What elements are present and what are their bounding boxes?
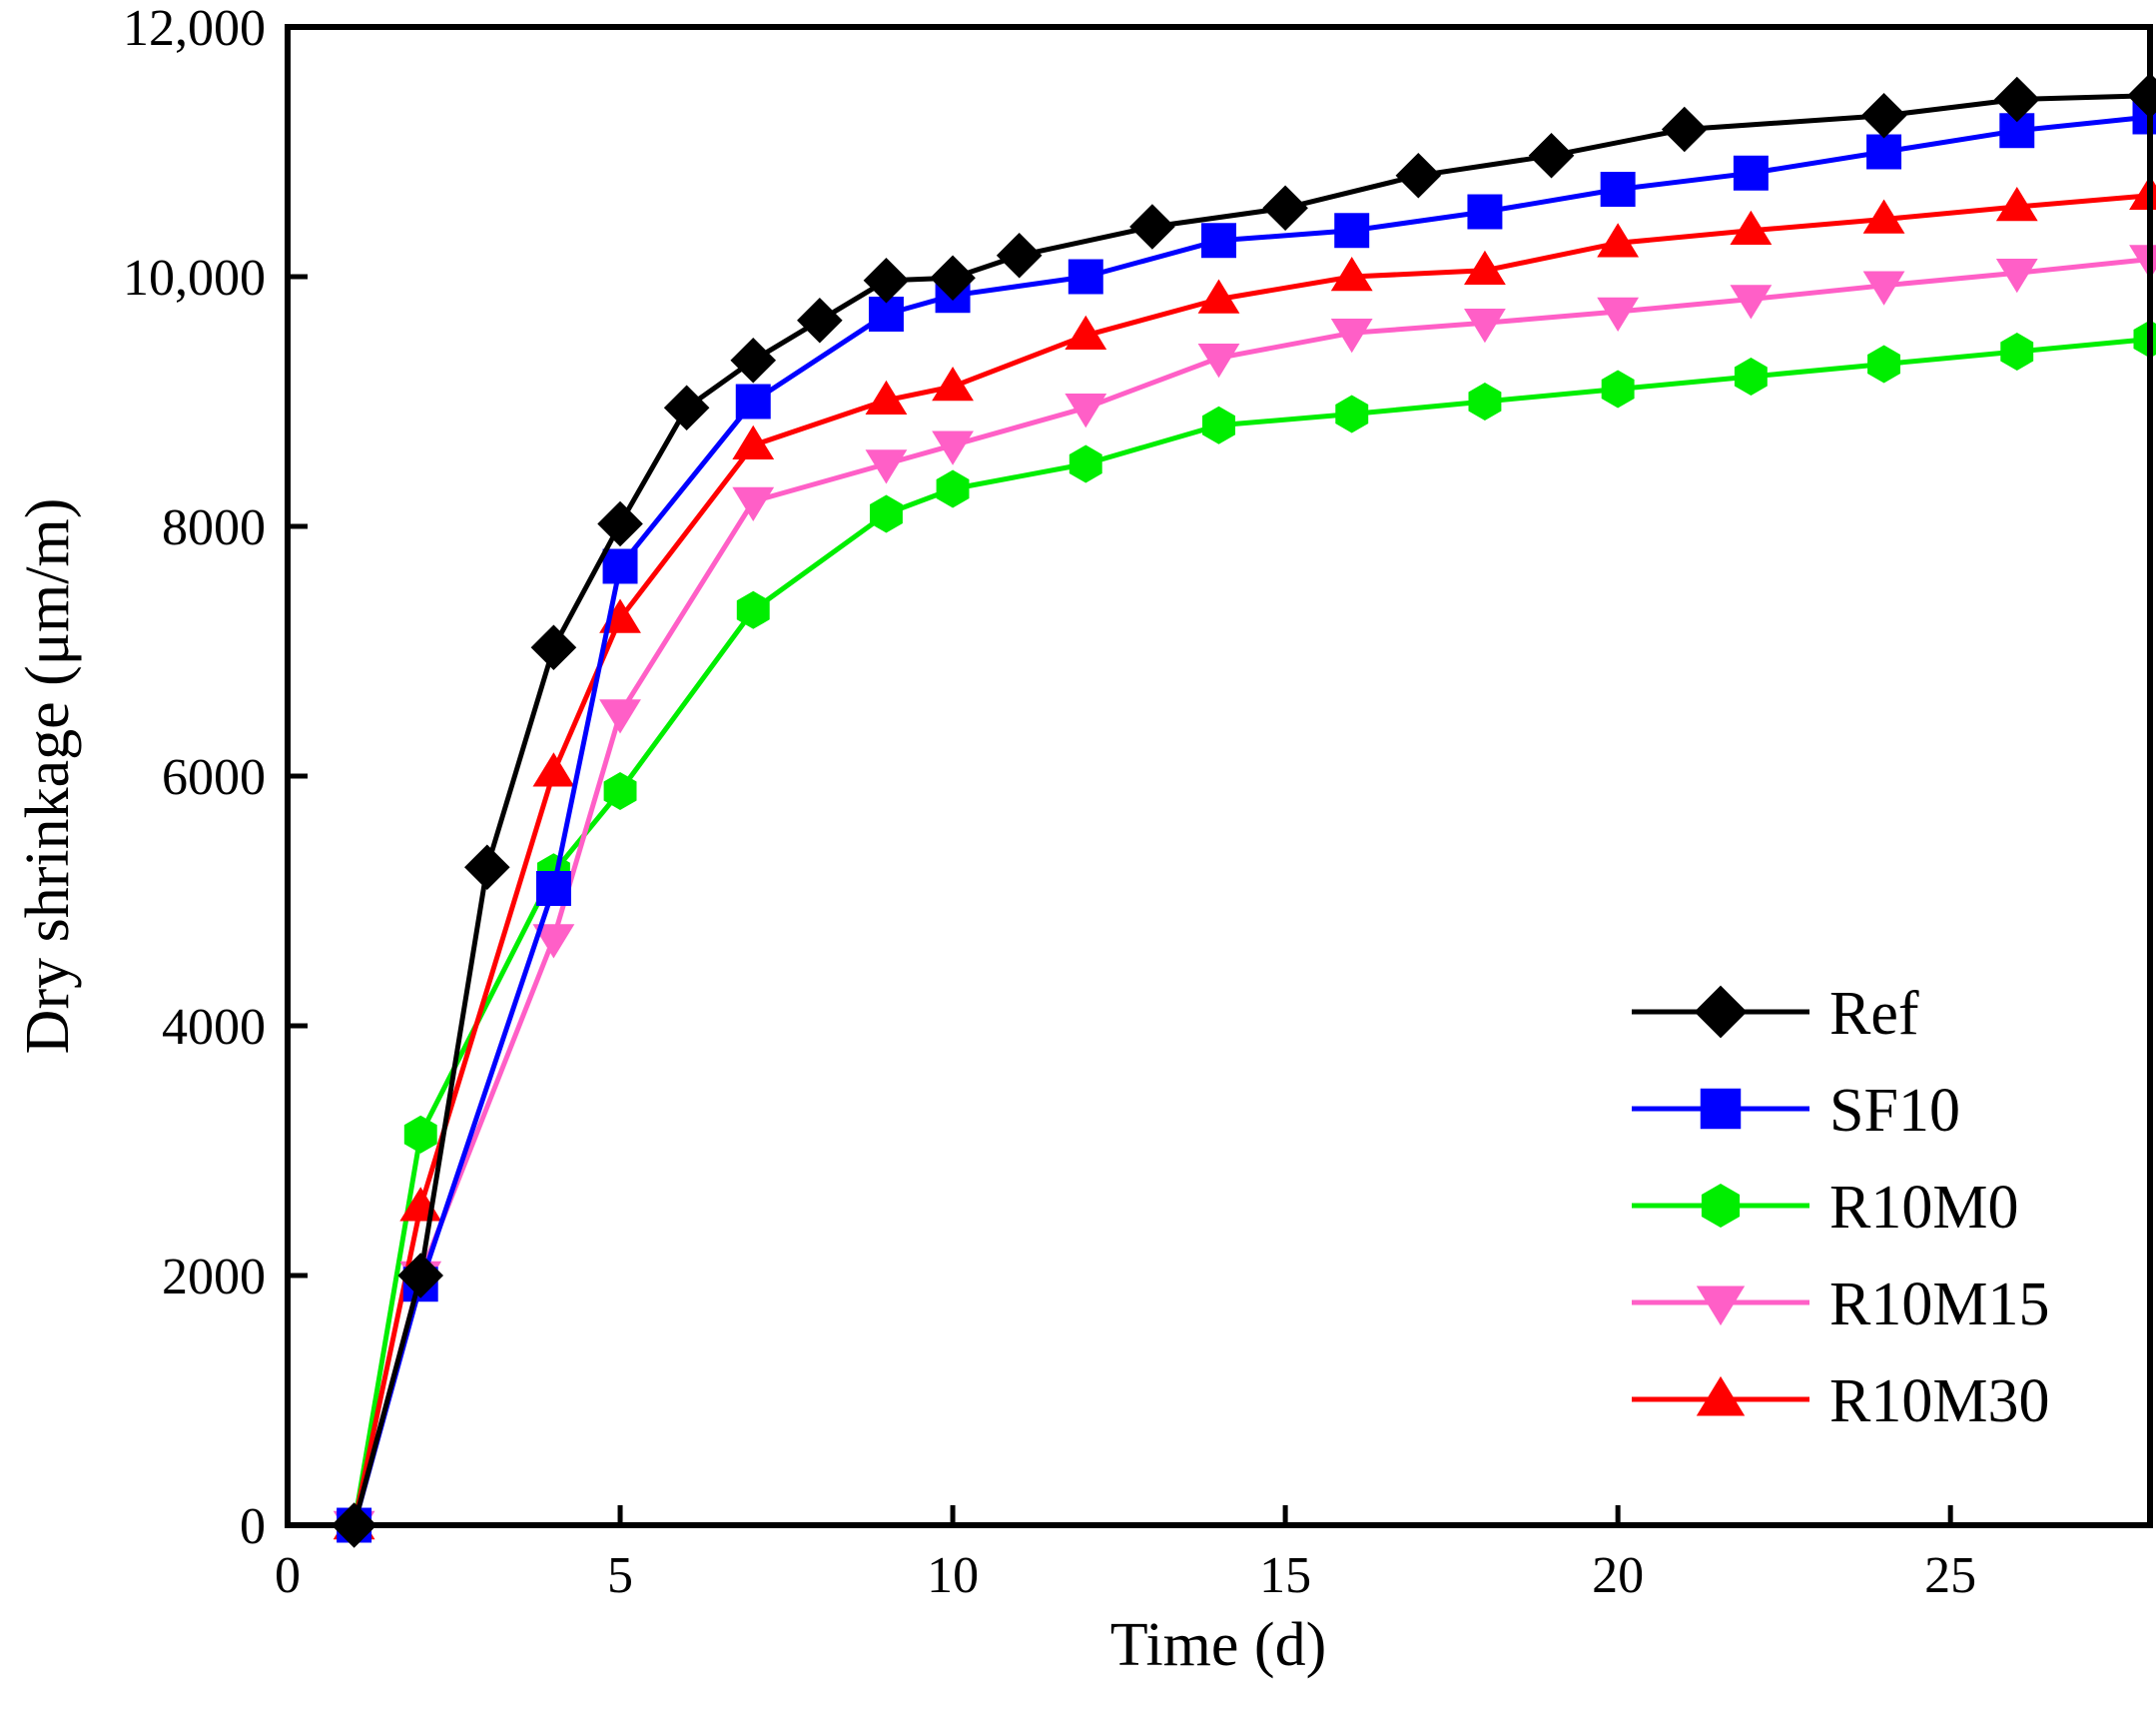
data-point-r10m0	[870, 495, 903, 533]
data-point-ref	[531, 624, 577, 670]
data-point-ref	[1262, 185, 1308, 231]
legend-label-ref: Ref	[1829, 980, 1919, 1048]
legend-item-r10m0: R10M0	[1632, 1174, 2018, 1242]
x-tick-label: 5	[607, 1547, 633, 1604]
y-tick-label: 0	[240, 1498, 266, 1555]
y-axis-title: Dry shrinkage (μm/m)	[14, 498, 82, 1055]
data-point-sf10	[736, 385, 771, 420]
data-point-ref	[997, 233, 1043, 279]
legend-label-r10m0: R10M0	[1829, 1174, 2018, 1242]
data-point-ref	[1662, 107, 1708, 153]
data-point-r10m15	[732, 487, 774, 521]
data-point-ref	[1529, 133, 1575, 179]
data-point-r10m30	[533, 752, 575, 786]
y-tick-label: 6000	[162, 749, 266, 806]
legend-label-r10m15: R10M15	[1829, 1271, 2049, 1338]
data-point-r10m30	[932, 367, 974, 401]
legend-item-r10m15: R10M15	[1632, 1271, 2049, 1338]
legend-marker-sf10	[1701, 1089, 1741, 1129]
y-tick-label: 4000	[162, 999, 266, 1056]
data-point-r10m0	[1602, 371, 1635, 409]
legend-item-ref: Ref	[1632, 980, 1919, 1048]
data-point-sf10	[1467, 195, 1502, 230]
data-point-sf10	[1201, 223, 1236, 258]
legend-item-r10m30: R10M30	[1632, 1367, 2049, 1435]
legend-item-sf10: SF10	[1632, 1077, 1960, 1145]
data-point-sf10	[603, 549, 638, 584]
legend-marker-r10m30	[1697, 1376, 1745, 1416]
data-point-r10m0	[404, 1116, 437, 1154]
legend-label-r10m30: R10M30	[1829, 1367, 2049, 1435]
legend-marker-ref	[1695, 986, 1748, 1039]
data-point-ref	[864, 258, 910, 304]
data-point-sf10	[536, 871, 571, 906]
data-point-sf10	[1866, 135, 1901, 170]
data-point-ref	[1396, 153, 1442, 199]
legend-marker-r10m0	[1702, 1184, 1740, 1228]
data-point-r10m0	[1202, 407, 1235, 444]
data-point-ref	[664, 385, 710, 430]
x-axis-title: Time (d)	[1110, 1611, 1326, 1679]
data-point-ref	[797, 298, 843, 344]
legend: Ref SF10 R10M0 R10M15 R10M30	[1632, 980, 2049, 1435]
series-r10m0	[338, 321, 2156, 1545]
data-point-r10m0	[937, 470, 970, 508]
y-tick-label: 2000	[162, 1249, 266, 1305]
data-point-sf10	[1334, 213, 1369, 248]
data-point-r10m0	[2000, 333, 2033, 371]
y-tick-label: 10,000	[123, 250, 266, 307]
data-point-ref	[464, 844, 510, 890]
legend-marker-r10m15	[1697, 1286, 1745, 1326]
data-point-sf10	[1601, 172, 1636, 207]
data-point-r10m0	[1469, 383, 1502, 421]
data-point-sf10	[1069, 260, 1103, 295]
data-point-ref	[730, 338, 776, 384]
data-point-ref	[1861, 93, 1907, 139]
data-point-ref	[597, 501, 643, 547]
data-point-r10m15	[599, 699, 641, 733]
data-point-sf10	[1734, 156, 1769, 191]
series-r10m15	[334, 245, 2156, 1545]
data-point-r10m0	[1070, 445, 1102, 483]
legend-label-sf10: SF10	[1829, 1077, 1960, 1145]
x-tick-label: 0	[275, 1547, 301, 1604]
data-point-ref	[1129, 204, 1175, 250]
y-tick-label: 8000	[162, 499, 266, 556]
x-tick-label: 15	[1259, 1547, 1311, 1604]
x-tick-label: 25	[1924, 1547, 1976, 1604]
y-tick-label: 12,000	[123, 0, 266, 57]
data-point-r10m15	[1198, 344, 1240, 378]
x-tick-label: 10	[927, 1547, 979, 1604]
data-point-r10m0	[1335, 396, 1368, 433]
data-point-r10m0	[1735, 358, 1768, 396]
data-point-r10m0	[1867, 346, 1900, 384]
x-tick-label: 20	[1592, 1547, 1644, 1604]
